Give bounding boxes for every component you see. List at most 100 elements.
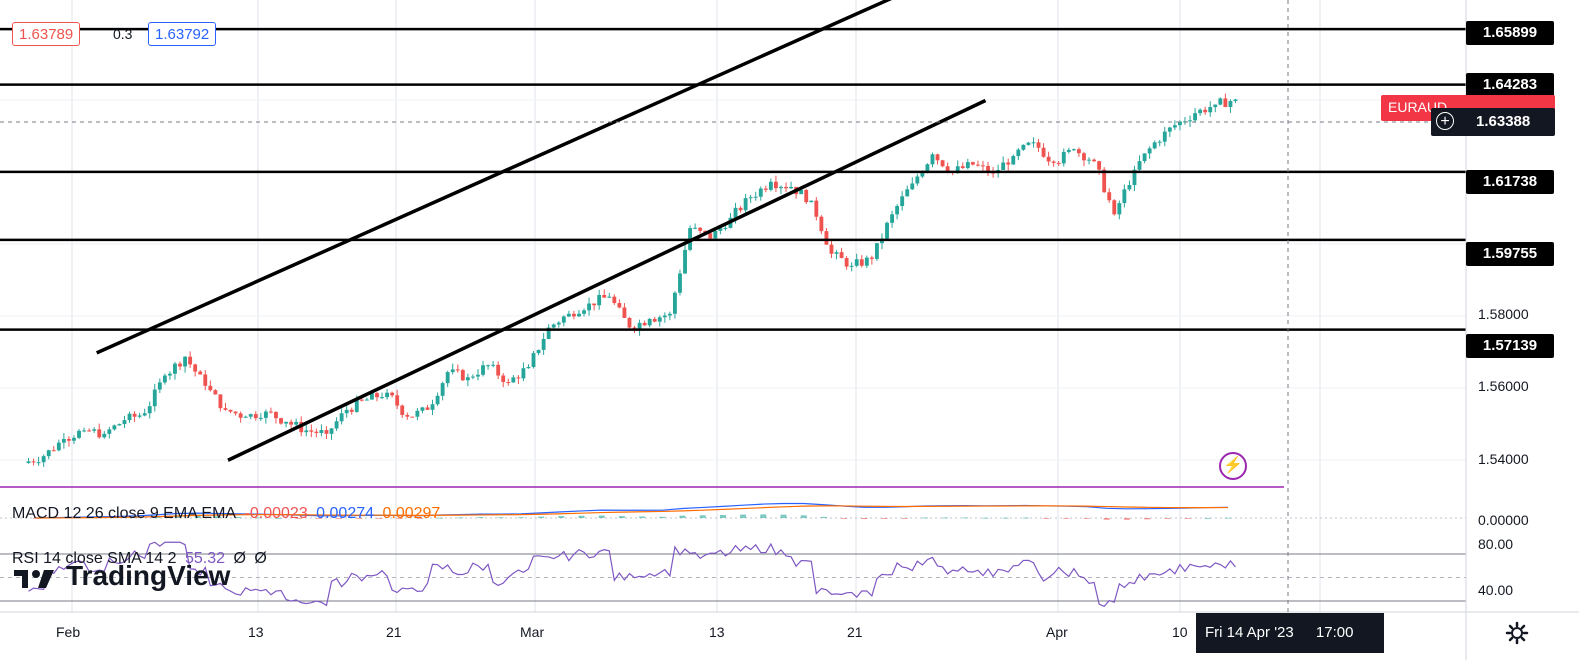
macd-hist-bar: [578, 515, 585, 518]
rsi-legend[interactable]: RSI 14 close SMA 14 2 55.32 Ø Ø: [12, 550, 271, 568]
candle-body: [465, 377, 470, 381]
candle-body: [61, 438, 66, 443]
macd-legend[interactable]: MACD 12 26 close 9 EMA EMA -0.00023 0.00…: [12, 505, 444, 523]
candle-body: [1203, 109, 1208, 113]
candle-body: [1112, 200, 1117, 215]
macd-hist-bar: [942, 517, 949, 519]
macd-hist-bar: [477, 517, 484, 518]
candle-body: [162, 375, 167, 383]
candle-body: [1041, 147, 1046, 157]
candle-body: [440, 383, 445, 396]
candle-body: [1213, 104, 1218, 108]
candle-body: [895, 205, 900, 215]
candle-body: [582, 310, 586, 314]
candle-body: [627, 317, 632, 328]
candle-body: [1082, 153, 1086, 161]
macd-hist-bar: [1083, 518, 1090, 519]
candle-body: [354, 399, 359, 412]
macd-hist-bar: [982, 517, 989, 519]
candle-body: [314, 431, 319, 433]
candle-body: [430, 404, 435, 410]
candle-body: [526, 366, 531, 369]
macd-hist-bar: [780, 514, 787, 518]
candle-body: [622, 307, 627, 318]
candle-body: [1056, 162, 1061, 164]
macd-hist-bar: [295, 518, 302, 519]
crosshair-clock: 17:00: [1315, 624, 1354, 641]
macd-hist-bar: [962, 517, 969, 519]
level-label-4: 1.59755: [1466, 242, 1554, 266]
candle-body: [779, 186, 783, 189]
candle-body: [82, 430, 86, 432]
candle-body: [1021, 144, 1026, 150]
brand-watermark: TradingView: [66, 560, 231, 591]
candle-body: [869, 257, 874, 259]
macd-hist-bar: [457, 517, 464, 519]
candle-body: [31, 461, 36, 463]
candle-body: [945, 166, 950, 172]
candle-body: [602, 294, 607, 298]
candle-body: [435, 395, 440, 405]
candle-body: [375, 393, 379, 398]
rsi-tick-80: 80.00: [1478, 536, 1514, 552]
lightning-icon[interactable]: ⚡: [1219, 452, 1247, 480]
price-tick-1: 1.54000: [1478, 451, 1529, 467]
settings-gear-icon[interactable]: [1504, 620, 1530, 646]
candle-body: [642, 322, 647, 326]
candle-body: [152, 389, 157, 407]
candle-body: [678, 273, 682, 293]
candle-body: [445, 372, 450, 384]
macd-hist-bar: [396, 518, 403, 519]
level-label-2: 1.64283: [1466, 73, 1554, 97]
candle-body: [905, 189, 910, 197]
candle-body: [910, 183, 915, 190]
candle-body: [965, 162, 970, 169]
time-tick-apr-10: 10: [1172, 624, 1188, 640]
candle-body: [864, 257, 869, 266]
candle-body: [132, 413, 137, 417]
candle-body: [1172, 125, 1177, 128]
candle-body: [930, 154, 935, 165]
macd-hist-bar: [315, 518, 322, 519]
candle-body: [329, 428, 334, 434]
candle-body: [511, 377, 516, 383]
candle-body: [738, 207, 743, 211]
candle-body: [753, 196, 758, 198]
candle-body: [1097, 161, 1102, 170]
candle-body: [344, 409, 349, 414]
macd-hist-bar: [841, 518, 848, 519]
candle-body: [455, 369, 460, 371]
bid-price: 1.63789: [19, 26, 74, 43]
candle-body: [1016, 149, 1021, 157]
bid-price-box[interactable]: 1.63789: [12, 22, 81, 46]
candle-body: [1208, 107, 1213, 113]
candle-body: [955, 166, 960, 172]
macd-hist-bar: [598, 515, 605, 518]
candle-body: [1087, 159, 1091, 161]
candle-body: [46, 450, 51, 457]
candle-body: [890, 214, 894, 223]
macd-hist-bar: [639, 516, 646, 518]
level-label-3: 1.61738: [1466, 170, 1554, 194]
macd-hist-bar: [356, 518, 363, 519]
candle-body: [203, 374, 208, 386]
candle-body: [476, 374, 480, 377]
candle-body: [541, 338, 546, 350]
candle-body: [496, 364, 501, 376]
add-alert-icon[interactable]: +: [1436, 112, 1454, 130]
candle-body: [900, 196, 905, 206]
macd-hist-bar: [1022, 517, 1029, 519]
macd-hist-bar: [194, 515, 201, 518]
crosshair-date: Fri 14 Apr '23: [1205, 624, 1294, 641]
candle-body: [1071, 149, 1076, 151]
candle-body: [117, 424, 122, 426]
ask-price-box[interactable]: 1.63792: [148, 22, 217, 46]
candle-body: [970, 162, 975, 165]
candle-body: [829, 244, 834, 254]
candle-body: [819, 216, 824, 232]
macd-hist-bar: [719, 514, 726, 518]
candle-body: [915, 176, 920, 184]
candle-body: [799, 189, 804, 195]
candle-body: [1092, 159, 1096, 162]
